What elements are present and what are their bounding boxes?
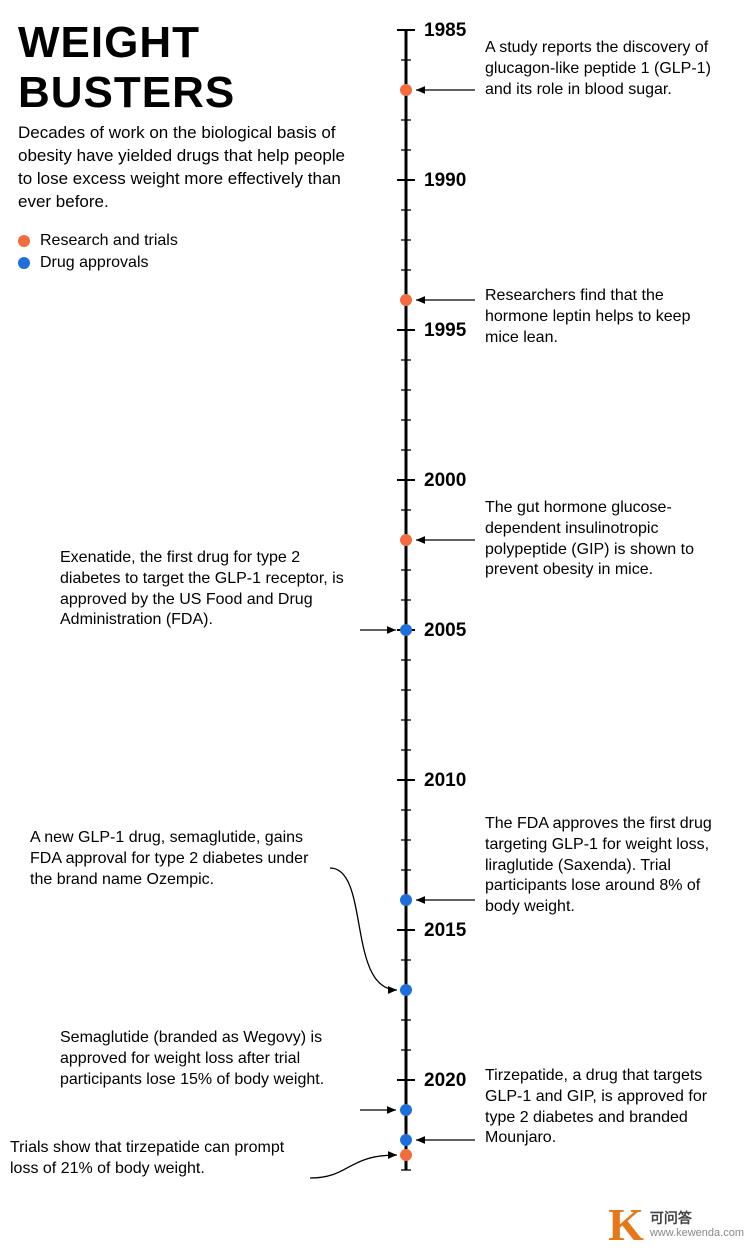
event-5: A new GLP-1 drug, semaglutide, gains FDA… [30,828,330,890]
watermark: K 可问答 www.kewenda.com [608,1202,744,1248]
event-1: Researchers find that the hormone leptin… [485,286,727,348]
event-6: Semaglutide (branded as Wegovy) is appro… [60,1028,360,1090]
svg-text:1990: 1990 [424,170,466,191]
watermark-text: 可问答 www.kewenda.com [650,1211,744,1238]
watermark-url: www.kewenda.com [650,1227,744,1239]
brand-letter-icon: K [608,1202,644,1248]
svg-text:2005: 2005 [424,620,467,641]
svg-text:2000: 2000 [424,470,466,491]
event-2: The gut hormone glucose-dependent insuli… [485,498,727,581]
svg-text:1995: 1995 [424,320,467,341]
svg-text:2015: 2015 [424,920,467,941]
event-7: Tirzepatide, a drug that targets GLP-1 a… [485,1066,727,1149]
watermark-cn: 可问答 [650,1211,744,1226]
event-0: A study reports the discovery of glucago… [485,38,727,100]
event-4: The FDA approves the first drug targetin… [485,814,727,918]
event-3: Exenatide, the first drug for type 2 dia… [60,548,360,631]
svg-text:1985: 1985 [424,20,467,41]
svg-text:2020: 2020 [424,1070,466,1091]
event-8: Trials show that tirzepatide can prompt … [10,1138,310,1180]
svg-text:2010: 2010 [424,770,466,791]
